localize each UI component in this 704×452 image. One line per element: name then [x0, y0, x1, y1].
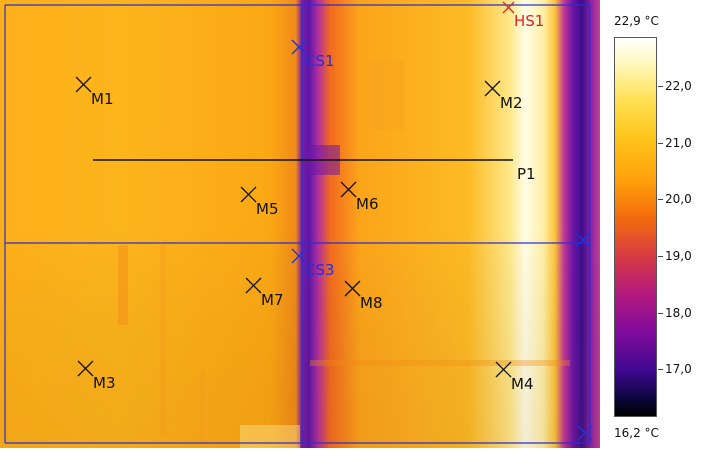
- cold-spot-cross-edge[interactable]: [575, 232, 591, 248]
- marker-label-m8: M8: [360, 294, 383, 312]
- cold-spot-cross-cs1[interactable]: [291, 39, 307, 55]
- scale-tick: [658, 86, 663, 87]
- marker-cross-m7[interactable]: [245, 277, 262, 294]
- cold-spot-label-cs1: CS1: [305, 52, 335, 70]
- marker-cross-m4[interactable]: [495, 361, 512, 378]
- marker-cross-m3[interactable]: [77, 360, 94, 377]
- thermal-image-svg: [0, 0, 600, 448]
- region-frame-lines: [4, 4, 591, 444]
- marker-label-m7: M7: [261, 291, 284, 309]
- cold-spot-cross-corner[interactable]: [577, 425, 593, 441]
- marker-label-m6: M6: [356, 195, 379, 213]
- marker-label-m1: M1: [91, 90, 114, 108]
- temperature-scale: 22,9 °C 22,0 21,0 20,0 19,0 18,0 17,0 16…: [600, 0, 704, 448]
- measurement-overlay: M1 M2 M3 M4 M5 M6 M7 M8 CS1 CS3 HS1 P1: [4, 1, 593, 444]
- marker-cross-m5[interactable]: [240, 186, 257, 203]
- scale-max-label: 22,9 °C: [614, 14, 659, 28]
- marker-cross-m1[interactable]: [75, 76, 92, 93]
- cold-spot-label-cs3: CS3: [305, 261, 335, 279]
- color-scale-bar: [614, 37, 657, 417]
- scale-tick-label: 20,0: [665, 192, 692, 206]
- scale-tick-label: 18,0: [665, 306, 692, 320]
- scale-tick: [658, 369, 663, 370]
- scale-tick: [658, 256, 663, 257]
- marker-cross-m8[interactable]: [344, 280, 361, 297]
- marker-label-m3: M3: [93, 374, 116, 392]
- scale-tick: [658, 143, 663, 144]
- hot-spot-label-hs1: HS1: [514, 12, 545, 30]
- scale-min-label: 16,2 °C: [614, 426, 659, 440]
- scale-tick: [658, 313, 663, 314]
- scale-tick-label: 17,0: [665, 362, 692, 376]
- marker-label-m2: M2: [500, 94, 523, 112]
- marker-cross-m2[interactable]: [484, 80, 501, 97]
- scale-tick-label: 22,0: [665, 79, 692, 93]
- profile-label-p1: P1: [517, 165, 536, 183]
- overlay-svg: [4, 1, 593, 444]
- marker-cross-m6[interactable]: [340, 181, 357, 198]
- thermal-image: [0, 0, 600, 448]
- marker-label-m4: M4: [511, 375, 534, 393]
- marker-label-m5: M5: [256, 200, 279, 218]
- cold-spot-cross-cs3[interactable]: [291, 248, 307, 264]
- scale-tick-label: 21,0: [665, 136, 692, 150]
- scale-tick: [658, 199, 663, 200]
- hot-spot-cross-hs1[interactable]: [502, 1, 515, 14]
- scale-tick-label: 19,0: [665, 249, 692, 263]
